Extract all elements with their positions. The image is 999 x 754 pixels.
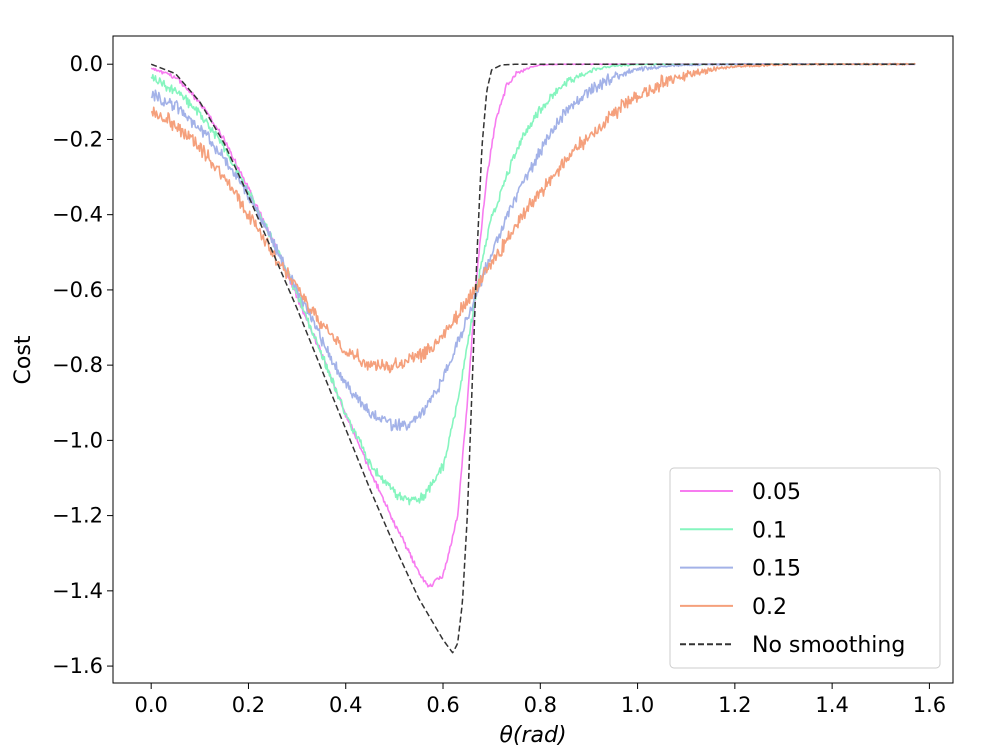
legend-label: 0.05 [752, 480, 801, 505]
legend-box [669, 467, 941, 669]
y-tick-label: −1.4 [52, 579, 103, 603]
legend-label: 0.15 [752, 557, 801, 582]
x-tick-label: 1.2 [718, 693, 751, 717]
x-tick-label: 0.8 [524, 693, 557, 717]
y-tick-label: −0.8 [52, 353, 103, 377]
series-line-1 [150, 62, 916, 506]
y-axis-ticks: 0.0 −0.2 −0.4 −0.6 −0.8 −1.0 −1.2 −1.4 −1.6 [52, 52, 113, 678]
x-tick-label: 0.6 [426, 693, 459, 717]
y-tick-label: 0.0 [70, 52, 103, 76]
x-tick-label: 0.2 [232, 693, 265, 717]
x-axis-label: θ(rad) [499, 723, 566, 748]
series-line-3 [150, 62, 916, 374]
series-line-4 [150, 63, 916, 654]
x-axis-ticks: 0.0 0.2 0.4 0.6 0.8 1.0 1.2 1.4 1.6 [134, 683, 946, 717]
x-tick-label: 1.0 [621, 693, 654, 717]
series-layer [150, 62, 916, 654]
legend-items: 0.05 0.1 0.15 0.2 No smoothing [680, 480, 905, 658]
legend-label: 0.2 [752, 595, 787, 620]
y-tick-label: −0.6 [52, 278, 103, 302]
x-tick-label: 0.0 [134, 693, 167, 717]
y-axis-label: Cost [11, 335, 36, 384]
y-tick-label: −0.2 [52, 127, 103, 151]
legend-label: 0.1 [752, 518, 787, 543]
legend: 0.05 0.1 0.15 0.2 No smoothing [669, 467, 941, 669]
y-tick-label: −0.4 [52, 203, 103, 227]
plot-frame [112, 35, 954, 684]
y-tick-label: −1.2 [52, 504, 103, 528]
x-tick-label: 1.4 [815, 693, 848, 717]
x-tick-label: 0.4 [329, 693, 362, 717]
legend-label: No smoothing [752, 633, 905, 658]
x-tick-label: 1.6 [913, 693, 946, 717]
y-tick-label: −1.6 [52, 654, 103, 678]
y-tick-label: −1.0 [52, 428, 103, 452]
